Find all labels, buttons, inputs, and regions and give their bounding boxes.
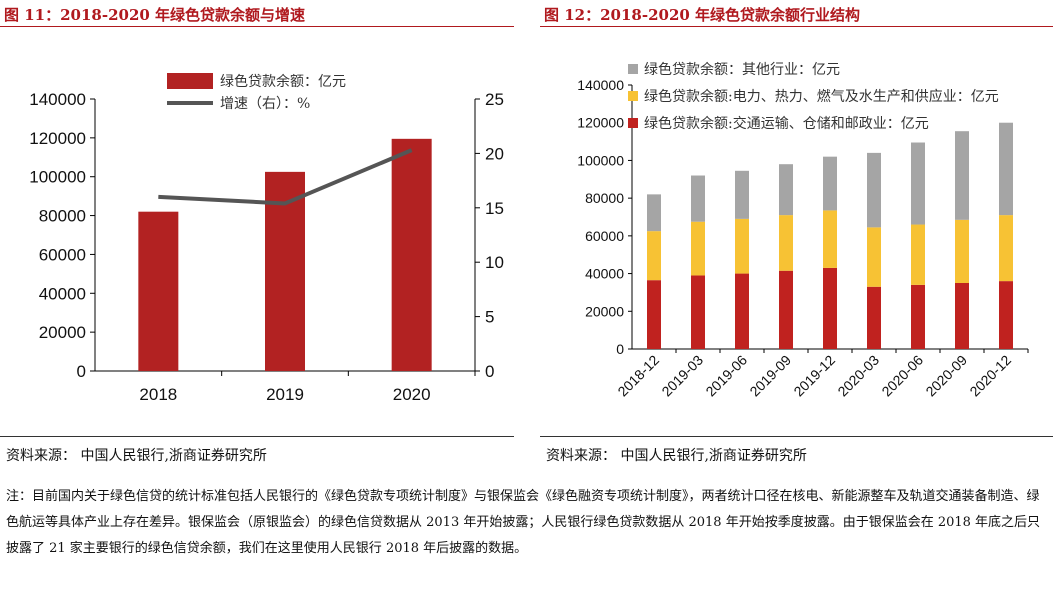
y-tick-label: 140000 [577, 77, 624, 93]
bar-2020-06-series1 [911, 224, 925, 285]
bar-2019-06-series1 [735, 218, 749, 274]
bar-2020-09-series0 [955, 283, 969, 349]
bar-2018 [138, 211, 179, 371]
bar-2019-06-series0 [735, 273, 749, 349]
chart2-source: 资料来源： 中国人民银行,浙商证券研究所 [546, 448, 807, 464]
y-tick-label: 0 [616, 341, 624, 357]
left-tick-label: 20000 [39, 323, 86, 342]
legend-swatch-balance [167, 73, 213, 89]
bar-2020-03-series2 [867, 152, 881, 228]
bar-2020-12-series2 [999, 122, 1013, 216]
legend-swatch-0 [628, 118, 638, 128]
x-tick-label: 2020-06 [878, 352, 926, 400]
bar-2020-12-series0 [999, 281, 1013, 349]
bar-2019-09-series0 [779, 270, 793, 349]
x-tick-label: 2020-03 [834, 352, 882, 400]
right-tick-label: 20 [485, 144, 504, 163]
y-tick-label: 40000 [585, 266, 624, 282]
right-tick-label: 25 [485, 90, 504, 109]
bar-2020-06-series0 [911, 284, 925, 349]
right-tick-label: 0 [485, 362, 494, 381]
bar-2020 [391, 138, 432, 371]
bar-2019-12-series1 [823, 210, 837, 268]
left-tick-label: 120000 [29, 129, 86, 148]
footnote: 注：目前国内关于绿色信贷的统计标准包括人民银行的《绿色贷款专项统计制度》与银保监… [6, 489, 1041, 556]
legend-swatch-1 [628, 91, 638, 101]
chart2-source-rule [540, 436, 1053, 437]
bar-2018-12-series2 [647, 194, 661, 232]
bar-2019-09-series2 [779, 164, 793, 216]
bar-2019-03-series2 [691, 175, 705, 222]
legend-label-0: 绿色贷款余额:交通运输、仓储和邮政业：亿元 [644, 115, 929, 132]
x-tick-label: 2020-09 [922, 352, 970, 400]
x-tick-label: 2019-09 [746, 352, 794, 400]
bar-2019-09-series1 [779, 215, 793, 271]
x-tick-label: 2020 [393, 385, 431, 404]
chart1-source-rule [0, 436, 514, 437]
left-tick-label: 60000 [39, 245, 86, 264]
left-tick-label: 140000 [29, 90, 86, 109]
y-tick-label: 80000 [585, 190, 624, 206]
chart2-title-rule [540, 26, 1053, 27]
chart1-source: 资料来源： 中国人民银行,浙商证券研究所 [6, 448, 267, 464]
chart1-title: 图 11：2018-2020 年绿色贷款余额与增速 [4, 6, 306, 24]
legend-label-2: 绿色贷款余额：其他行业：亿元 [644, 61, 840, 78]
y-tick-label: 20000 [585, 303, 624, 319]
x-tick-label: 2020-12 [966, 352, 1014, 400]
x-tick-label: 2018-12 [614, 352, 662, 400]
bar-2020-03-series1 [867, 227, 881, 287]
bar-2020-09-series2 [955, 131, 969, 220]
left-tick-label: 100000 [29, 168, 86, 187]
right-tick-label: 10 [485, 253, 504, 272]
bar-2019-03-series0 [691, 275, 705, 349]
bar-2019-03-series1 [691, 221, 705, 276]
bar-2019-06-series2 [735, 170, 749, 219]
chart2-svg: 0 20000 40000 60000 80000 100000 120000 140000 2… [577, 61, 1029, 400]
bar-2019-12-series2 [823, 156, 837, 211]
legend-swatch-2 [628, 64, 638, 74]
left-tick-label: 0 [77, 362, 86, 381]
bar-2020-06-series2 [911, 142, 925, 225]
x-tick-label: 2019-03 [658, 352, 706, 400]
x-tick-label: 2019 [266, 385, 304, 404]
y-tick-label: 100000 [577, 152, 624, 168]
chart1-svg: 0 20000 40000 60000 80000 100000 120000 140000 0… [29, 73, 504, 404]
right-tick-label: 15 [485, 199, 504, 218]
bar-2018-12-series1 [647, 231, 661, 281]
y-tick-label: 60000 [585, 228, 624, 244]
bar-2019-12-series0 [823, 267, 837, 349]
legend-label-growth: 增速（右）：% [220, 96, 310, 112]
left-tick-label: 80000 [39, 207, 86, 226]
bar-2020-03-series0 [867, 286, 881, 349]
x-tick-label: 2019-12 [790, 352, 838, 400]
bar-2018-12-series0 [647, 280, 661, 349]
y-tick-label: 120000 [577, 115, 624, 131]
bar-2020-12-series1 [999, 215, 1013, 282]
chart1-title-rule [0, 26, 514, 27]
bar-2020-09-series1 [955, 219, 969, 283]
x-tick-label: 2019-06 [702, 352, 750, 400]
left-tick-label: 40000 [39, 284, 86, 303]
legend-label-1: 绿色贷款余额:电力、热力、燃气及水生产和供应业：亿元 [644, 88, 999, 105]
right-tick-label: 5 [485, 308, 494, 327]
x-tick-label: 2018 [139, 385, 177, 404]
chart2-title: 图 12：2018-2020 年绿色贷款余额行业结构 [544, 6, 861, 24]
legend-label-balance: 绿色贷款余额：亿元 [220, 73, 346, 90]
